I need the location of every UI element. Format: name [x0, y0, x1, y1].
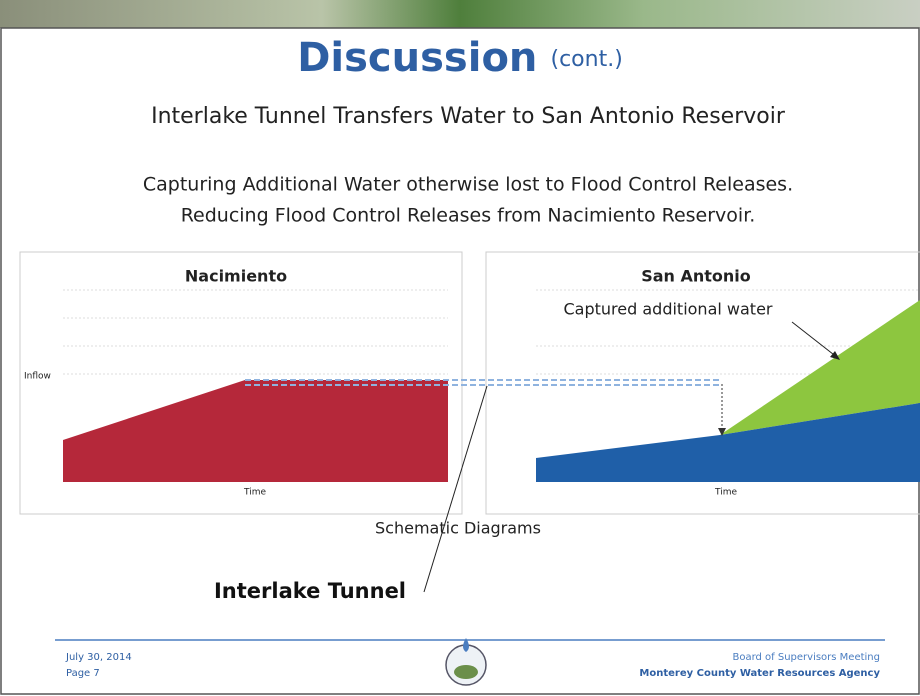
- x-label: Time: [243, 488, 266, 498]
- caption: Schematic Diagrams: [375, 519, 541, 538]
- footer-agency: Monterey County Water Resources Agency: [639, 668, 880, 679]
- title-suffix: (cont.): [551, 47, 623, 72]
- panel-title: Nacimiento: [185, 267, 287, 286]
- y-label: Inflow: [24, 372, 51, 382]
- logo: [446, 638, 486, 685]
- panel-title: San Antonio: [641, 267, 751, 286]
- footer-page: Page 7: [66, 668, 100, 679]
- x-label: Time: [714, 488, 737, 498]
- title: Discussion (cont.): [297, 35, 623, 81]
- annotation-arrow: [792, 322, 838, 358]
- nacimiento-area: [63, 380, 448, 482]
- line: Capturing Additional Water otherwise los…: [143, 174, 793, 196]
- line: Reducing Flood Control Releases from Nac…: [181, 205, 756, 227]
- san-antonio-area: [536, 403, 920, 482]
- slide: Discussion (cont.) Interlake Tunnel Tran…: [0, 0, 920, 696]
- banner: [0, 0, 920, 28]
- annotation: Captured additional water: [564, 300, 773, 319]
- footer-date: July 30, 2014: [65, 652, 132, 663]
- title-main: Discussion: [297, 35, 537, 81]
- subtitle: Interlake Tunnel Transfers Water to San …: [151, 104, 786, 129]
- footer-meeting: Board of Supervisors Meeting: [732, 652, 880, 663]
- tunnel-label: Interlake Tunnel: [214, 579, 406, 603]
